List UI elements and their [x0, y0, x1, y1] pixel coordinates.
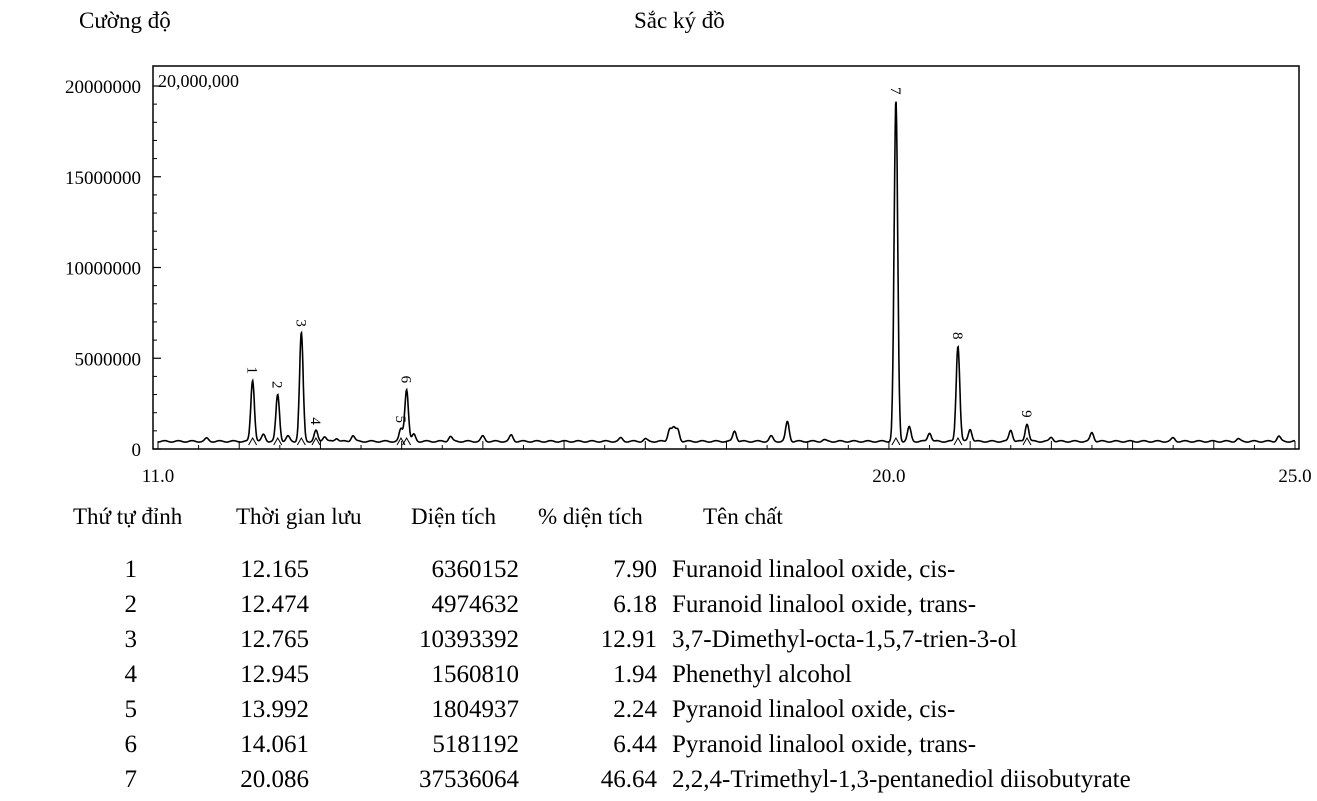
peak-label: 6	[398, 376, 414, 384]
cell-retention-time: 12.945	[240, 661, 309, 688]
peak-marker	[311, 436, 321, 446]
cell-retention-time: 20.086	[240, 766, 309, 793]
cell-area-percent: 6.44	[613, 731, 657, 758]
table-row: 2 12.474 4974632 6.18 Furanoid linalool …	[0, 591, 1317, 626]
cell-area: 5181192	[432, 731, 519, 758]
cell-area: 1804937	[431, 696, 520, 723]
peak-label: 3	[292, 319, 308, 327]
col-header-area: Diện tích	[411, 504, 496, 529]
cell-compound-name: Phenethyl alcohol	[672, 661, 852, 688]
peak-marker	[402, 436, 412, 446]
peak-label: 7	[887, 87, 903, 95]
y-tick-label: 0	[132, 440, 142, 461]
x-tick-label: 20.0	[872, 466, 905, 487]
cell-peak-no: 6	[124, 731, 138, 758]
cell-compound-name: 2,2,4-Trimethyl-1,3-pentanediol diisobut…	[672, 766, 1131, 793]
table-row: 1 12.165 6360152 7.90 Furanoid linalool …	[0, 556, 1317, 591]
y-axis: 0 5000000 10000000 15000000 20000000	[65, 77, 161, 461]
cell-area-percent: 12.91	[600, 626, 657, 653]
peak-label: 9	[1018, 410, 1034, 418]
table-row: 7 20.086 37536064 46.64 2,2,4-Trimethyl-…	[0, 766, 1317, 801]
x-tick-label: 25.0	[1278, 466, 1311, 487]
cell-area: 10393392	[419, 626, 519, 653]
col-header-area-percent: % diện tích	[538, 504, 643, 529]
table-row: 6 14.061 5181192 6.44 Pyranoid linalool …	[0, 731, 1317, 766]
table-row: 4 12.945 1560810 1.94 Phenethyl alcohol	[0, 661, 1317, 696]
cell-retention-time: 12.165	[240, 556, 309, 583]
cell-area-percent: 1.94	[613, 661, 657, 688]
x-tick-label: 11.0	[142, 466, 175, 487]
cell-area-percent: 6.18	[613, 591, 657, 618]
y-tick-label: 15000000	[65, 168, 141, 189]
peak-label: 8	[949, 332, 965, 340]
cell-area-percent: 46.64	[600, 766, 657, 793]
chromatogram-trace	[158, 101, 1295, 443]
peak-label: 1	[244, 367, 260, 375]
table-row: 3 12.765 10393392 12.91 3,7-Dimethyl-oct…	[0, 626, 1317, 661]
cell-area-percent: 7.90	[613, 556, 657, 583]
cell-peak-no: 1	[124, 556, 138, 583]
cell-peak-no: 5	[124, 696, 138, 723]
col-header-compound-name: Tên chất	[703, 504, 783, 529]
cell-peak-no: 2	[124, 591, 138, 618]
cell-area: 37536064	[419, 766, 519, 793]
peak-label: 5	[392, 416, 408, 424]
cell-area: 1560810	[431, 661, 520, 688]
peak-marker	[891, 436, 901, 446]
cell-compound-name: 3,7-Dimethyl-octa-1,5,7-trien-3-ol	[672, 626, 1018, 653]
peak-marker	[296, 436, 306, 446]
y-tick-label: 10000000	[65, 259, 141, 280]
y-tick-label: 20000000	[65, 77, 141, 98]
cell-peak-no: 4	[124, 661, 138, 688]
cell-retention-time: 13.992	[240, 696, 309, 723]
peak-marker	[953, 436, 963, 446]
cell-peak-no: 3	[124, 626, 138, 653]
chromatogram-chart: 0 5000000 10000000 15000000 20000000 11.0 20.…	[65, 65, 1312, 487]
cell-area: 6360152	[431, 556, 520, 583]
cell-compound-name: Furanoid linalool oxide, trans-	[672, 591, 977, 618]
y-axis-title: Cường độ	[79, 8, 171, 33]
cell-retention-time: 12.765	[240, 626, 309, 653]
cell-compound-name: Pyranoid linalool oxide, cis-	[672, 696, 956, 723]
y-tick-label: 5000000	[75, 349, 142, 370]
peak-marker	[273, 436, 283, 446]
col-header-peak-no: Thứ tự đỉnh	[73, 504, 183, 529]
cell-area-percent: 2.24	[613, 696, 657, 723]
peak-label: 2	[269, 381, 285, 389]
x-axis: 11.0 20.0 25.0	[142, 441, 1312, 487]
cell-retention-time: 14.061	[240, 731, 309, 758]
cell-retention-time: 12.474	[240, 591, 309, 618]
cell-area: 4974632	[431, 591, 520, 618]
chart-title: Sắc ký đồ	[634, 8, 725, 33]
max-intensity-label: 20,000,000	[158, 71, 239, 91]
peak-marker	[248, 436, 258, 446]
peak-marker	[1022, 436, 1032, 446]
peak-label: 4	[307, 417, 323, 425]
plot-frame	[152, 65, 1300, 450]
cell-peak-no: 7	[124, 766, 138, 793]
peak-labels: 1 2 3 4 5 6 7 8 9	[244, 87, 1034, 446]
cell-compound-name: Furanoid linalool oxide, cis-	[672, 556, 956, 583]
cell-compound-name: Pyranoid linalool oxide, trans-	[672, 731, 977, 758]
table-row: 5 13.992 1804937 2.24 Pyranoid linalool …	[0, 696, 1317, 731]
col-header-retention-time: Thời gian lưu	[236, 504, 362, 529]
